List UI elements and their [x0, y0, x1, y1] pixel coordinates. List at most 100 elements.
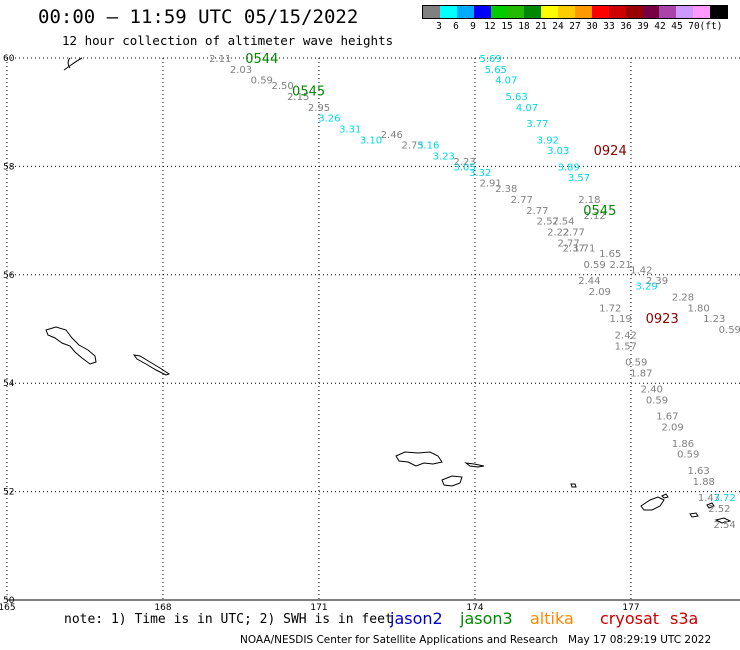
wave-height-value: 2.77: [557, 238, 579, 249]
legend-swatch: [642, 6, 660, 18]
wave-height-value: 3.16: [417, 141, 439, 152]
wave-height-value: 3.92: [537, 135, 559, 146]
wave-height-values: 2.112.030.592.502.152.952.462.752.232.91…: [209, 54, 740, 558]
wave-height-value: 2.50: [271, 81, 293, 92]
wave-height-value: 3.77: [526, 119, 548, 130]
wave-height-value: 0.59: [583, 260, 605, 271]
pass-time-label: 0544: [245, 52, 278, 67]
wave-height-value: 2.40: [641, 385, 663, 396]
pass-time-label: 0923: [646, 312, 679, 327]
color-scale-labels: 3 6 9 12 15 18 21 24 27 30 33 36 39 42 45 70 (ft): [422, 21, 740, 33]
legend-label: 27: [569, 21, 581, 32]
pass-time-label: 0545: [583, 204, 616, 219]
legend-swatch: [456, 6, 474, 18]
bering-island: [45, 326, 97, 365]
map-frame: [6, 57, 740, 601]
wave-height-value: 0.59: [677, 450, 699, 461]
wave-height-value: 1.42: [630, 265, 652, 276]
legend-label: 6: [453, 21, 459, 32]
y-tick-label: 56: [3, 271, 15, 281]
satellite-label-s3a: s3a: [670, 609, 699, 628]
wave-height-value: 2.12: [583, 211, 605, 222]
footer-credit: NOAA/NESDIS Center for Satellite Applica…: [240, 634, 712, 646]
wave-height-value: 4.07: [516, 103, 538, 114]
wave-height-value: 1.80: [687, 303, 709, 314]
wave-height-value: 5.63: [505, 92, 527, 103]
wave-height-value: 2.77: [511, 195, 533, 206]
wave-height-value: 2.42: [615, 330, 637, 341]
legend-swatch: [676, 6, 694, 18]
wave-height-value: 3.32: [469, 168, 491, 179]
wave-height-value: 2.77: [526, 206, 548, 217]
legend-swatch: [507, 6, 525, 18]
wave-height-value: 2.18: [578, 195, 600, 206]
wave-height-value: 3.26: [318, 114, 340, 125]
wave-height-value: 5.69: [479, 54, 501, 65]
legend-label: 42: [654, 21, 666, 32]
wave-height-value: 1.65: [599, 249, 621, 260]
wave-height-value: 1.67: [656, 412, 678, 423]
wave-height-value: 2.91: [479, 179, 501, 190]
legend-label: 15: [501, 21, 513, 32]
legend-swatch: [524, 6, 542, 18]
wave-height-value: 3.03: [547, 146, 569, 157]
legend-label: 30: [586, 21, 598, 32]
legend-swatch: [693, 6, 711, 18]
chart-title: 00:00 — 11:59 UTC 05/15/2022: [38, 6, 359, 28]
legend-label: 9: [470, 21, 476, 32]
legend-swatch: [659, 6, 677, 18]
wave-height-value: 2.54: [713, 520, 735, 531]
x-tick-label: 171: [310, 603, 327, 613]
wave-height-value: 0.59: [646, 395, 668, 406]
y-tick-label: 60: [3, 54, 15, 64]
legend-label: 3: [436, 21, 442, 32]
wave-height-value: 2.37: [563, 244, 585, 255]
wave-height-value: 5.65: [485, 65, 507, 76]
legend-label: 12: [484, 21, 496, 32]
wave-height-value: 3.57: [568, 173, 590, 184]
chart-subtitle: 12 hour collection of altimeter wave hei…: [62, 33, 394, 48]
wave-height-value: 1.88: [693, 477, 715, 488]
legend-label: (ft): [699, 21, 723, 32]
wave-height-value: 2.57: [537, 217, 559, 228]
wave-height-value: 3.29: [635, 282, 657, 293]
y-tick-label: 50: [3, 596, 15, 606]
legend-label: 21: [535, 21, 547, 32]
wave-height-value: 2.77: [563, 227, 585, 238]
wave-height-value: 2.38: [495, 184, 517, 195]
wave-height-value: 3.31: [339, 124, 361, 135]
wave-height-value: 3.05: [453, 162, 475, 173]
wave-height-value: 2.75: [401, 141, 423, 152]
legend-swatch: [591, 6, 609, 18]
kamchatka-coast: [63, 57, 83, 71]
agattu-island: [441, 475, 463, 487]
legend-swatch: [490, 6, 508, 18]
satellite-label-jason3: jason3: [460, 609, 513, 628]
wave-height-value: 3.72: [713, 493, 735, 504]
legend-swatch: [423, 6, 440, 18]
buldir-island: [570, 483, 577, 488]
wave-height-value: 2.28: [672, 292, 694, 303]
satellite-label-jason2: jason2: [390, 609, 443, 628]
legend-swatch: [541, 6, 559, 18]
wave-height-value: 2.03: [230, 65, 252, 76]
color-scale-legend: [422, 5, 728, 19]
wave-height-value: 2.46: [381, 130, 403, 141]
wave-height-value: 1.72: [599, 303, 621, 314]
pass-time-labels: 0544 0545 0924 0545 0923: [245, 52, 678, 327]
wave-height-value: 2.23: [453, 157, 475, 168]
kiska-island: [640, 496, 665, 511]
land-outlines: [45, 57, 732, 524]
legend-swatch: [439, 6, 457, 18]
x-tick-label: 174: [466, 603, 483, 613]
legend-swatch: [558, 6, 576, 18]
wave-height-value: 1.63: [687, 466, 709, 477]
wave-height-value: 2.09: [661, 423, 683, 434]
pass-time-label: 0545: [292, 85, 325, 100]
legend-label: 45: [671, 21, 683, 32]
satellite-label-altika: altika: [530, 609, 574, 628]
wave-height-value: 2.52: [708, 504, 730, 515]
wave-height-value: 2.22: [547, 227, 569, 238]
x-tick-label: 177: [622, 603, 639, 613]
